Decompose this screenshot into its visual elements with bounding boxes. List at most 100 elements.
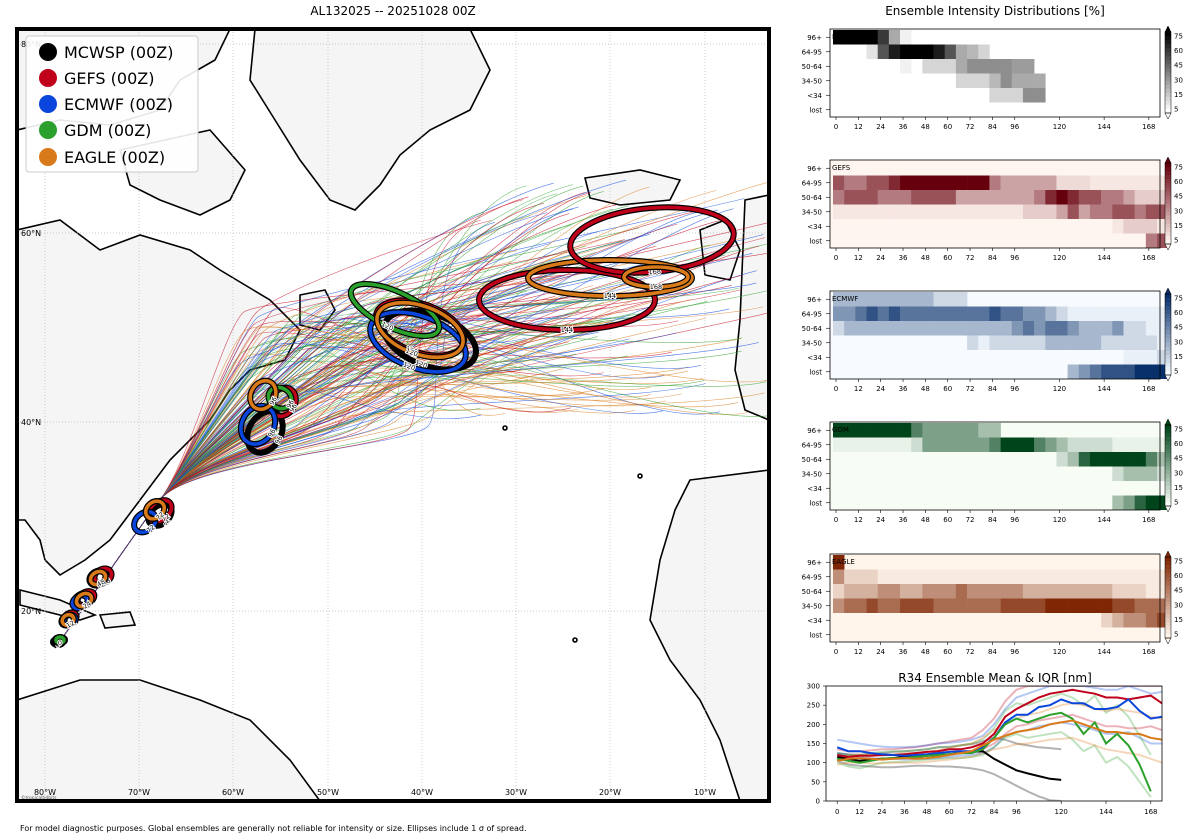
colorbar-segment [1165, 32, 1171, 37]
heatmap-cell [1089, 364, 1102, 379]
heatmap-cell [855, 175, 867, 190]
heatmap-cell [833, 292, 845, 307]
heatmap-cell [944, 204, 957, 219]
heatmap-cell [967, 190, 979, 205]
heatmap-cell [1011, 59, 1024, 74]
intensity-row-label: 50-64 [802, 456, 823, 464]
colorbar-segment [1165, 441, 1171, 446]
heatmap-cell [933, 190, 946, 205]
ensemble-track [54, 322, 701, 649]
heatmap-cell [1034, 306, 1046, 321]
heatmap-cell [978, 584, 990, 599]
heatmap-cell [933, 44, 946, 59]
x-tick-label: 168 [1142, 254, 1155, 262]
colorbar-segment [1165, 625, 1171, 631]
colorbar-tick-label: 5 [1174, 368, 1178, 376]
heatmap-cell [1101, 437, 1113, 452]
heatmap-cell [1101, 306, 1113, 321]
heatmap-cell [1145, 584, 1158, 599]
colorbar-segment [1165, 76, 1171, 81]
heatmap-cell [877, 306, 890, 321]
intensity-row-label: 34-50 [802, 339, 822, 347]
heatmap-cell [855, 30, 867, 45]
heatmap-cell [1101, 613, 1113, 628]
heatmap-cell [855, 306, 867, 321]
intensity-row-label: 50-64 [802, 325, 823, 333]
colorbar-segment [1165, 231, 1171, 237]
x-tick-label: 48 [921, 123, 930, 131]
heatmap-cell [866, 292, 878, 307]
colorbar-segment [1165, 163, 1171, 168]
colorbar-segment [1165, 306, 1171, 311]
heatmap-cell [989, 335, 1001, 350]
heatmap-cell [1145, 452, 1158, 467]
x-tick-label: 96 [1010, 254, 1019, 262]
heatmap-cell [1145, 175, 1158, 190]
heatmap-cell [922, 598, 934, 613]
x-tick-label: 144 [1097, 385, 1111, 393]
heatmap-cell [911, 204, 923, 219]
heatmap-cell [888, 321, 901, 336]
colorbar-segment [1165, 633, 1171, 639]
heatmap-cell [922, 175, 934, 190]
heatmap-cell [1022, 88, 1035, 103]
map-credit: ©tropicaltidbits [21, 794, 57, 801]
heatmap-cell [888, 190, 901, 205]
heatmap-cell [933, 306, 946, 321]
uncertainty-ellipse: 72 [131, 508, 159, 536]
heatmap-cell [1123, 584, 1135, 599]
heatmap-cell [978, 204, 990, 219]
ellipse-ring [375, 300, 465, 360]
heatmap-cell [1078, 569, 1091, 584]
r34-q3-line-gdm [837, 692, 1152, 756]
colorbar-tick-label: 75 [1174, 295, 1183, 303]
colorbar-tick-label: 30 [1174, 469, 1183, 477]
intensity-row-label: 50-64 [802, 63, 823, 71]
legend-label: MCWSP (00Z) [64, 43, 174, 62]
x-tick-label: 36 [899, 516, 908, 524]
heatmap-cell [989, 306, 1001, 321]
ellipse-ring [266, 385, 294, 411]
heatmap-cell [944, 584, 957, 599]
colorbar-segment [1165, 108, 1171, 114]
x-tick-label: 84 [988, 385, 997, 393]
heatmap-cell [1011, 190, 1024, 205]
heatmap-cell [1134, 437, 1147, 452]
x-tick-label: 168 [1142, 385, 1155, 393]
colorbar-segment [1165, 477, 1171, 483]
heatmap-cell [1011, 73, 1024, 88]
heatmap-cell [855, 584, 867, 599]
x-tick-label: 36 [899, 385, 908, 393]
heatmap-cell [1045, 584, 1057, 599]
colorbar-tick-label: 5 [1174, 499, 1178, 507]
colorbar-segment [1165, 433, 1171, 438]
heatmap-cell [1134, 495, 1147, 510]
intensity-row-label: 64-95 [802, 441, 822, 449]
intensity-row-label: 96+ [807, 165, 822, 173]
heatmap-cell [1056, 321, 1068, 336]
heatmap-cell [1034, 73, 1046, 88]
heatmap-cell [1089, 584, 1102, 599]
heatmap-cell [844, 175, 856, 190]
x-tick-label: 36 [899, 254, 908, 262]
heatmap-cell [1123, 306, 1135, 321]
heatmap-panel-label: GDM [832, 426, 849, 434]
heatmap-cell [844, 423, 856, 438]
colorbar-segment [1165, 187, 1171, 192]
x-tick-label: 72 [966, 516, 975, 524]
heatmap-cell [955, 59, 968, 74]
heatmap-cell [877, 190, 890, 205]
heatmap-cell [1045, 190, 1057, 205]
heatmap-cell [877, 292, 890, 307]
heatmap-cell [933, 569, 946, 584]
heatmap-cell [833, 584, 845, 599]
heatmap-cell [888, 306, 901, 321]
x-tick-label: 48 [921, 516, 930, 524]
colorbar-tick-label: 60 [1174, 440, 1183, 448]
heatmap-cell [1123, 335, 1135, 350]
heatmap-cell [1157, 613, 1169, 628]
heatmap-cell [1000, 335, 1013, 350]
heatmap-cell [855, 437, 867, 452]
colorbar-tick-label: 15 [1174, 91, 1183, 99]
heatmap-cell [1112, 466, 1124, 481]
